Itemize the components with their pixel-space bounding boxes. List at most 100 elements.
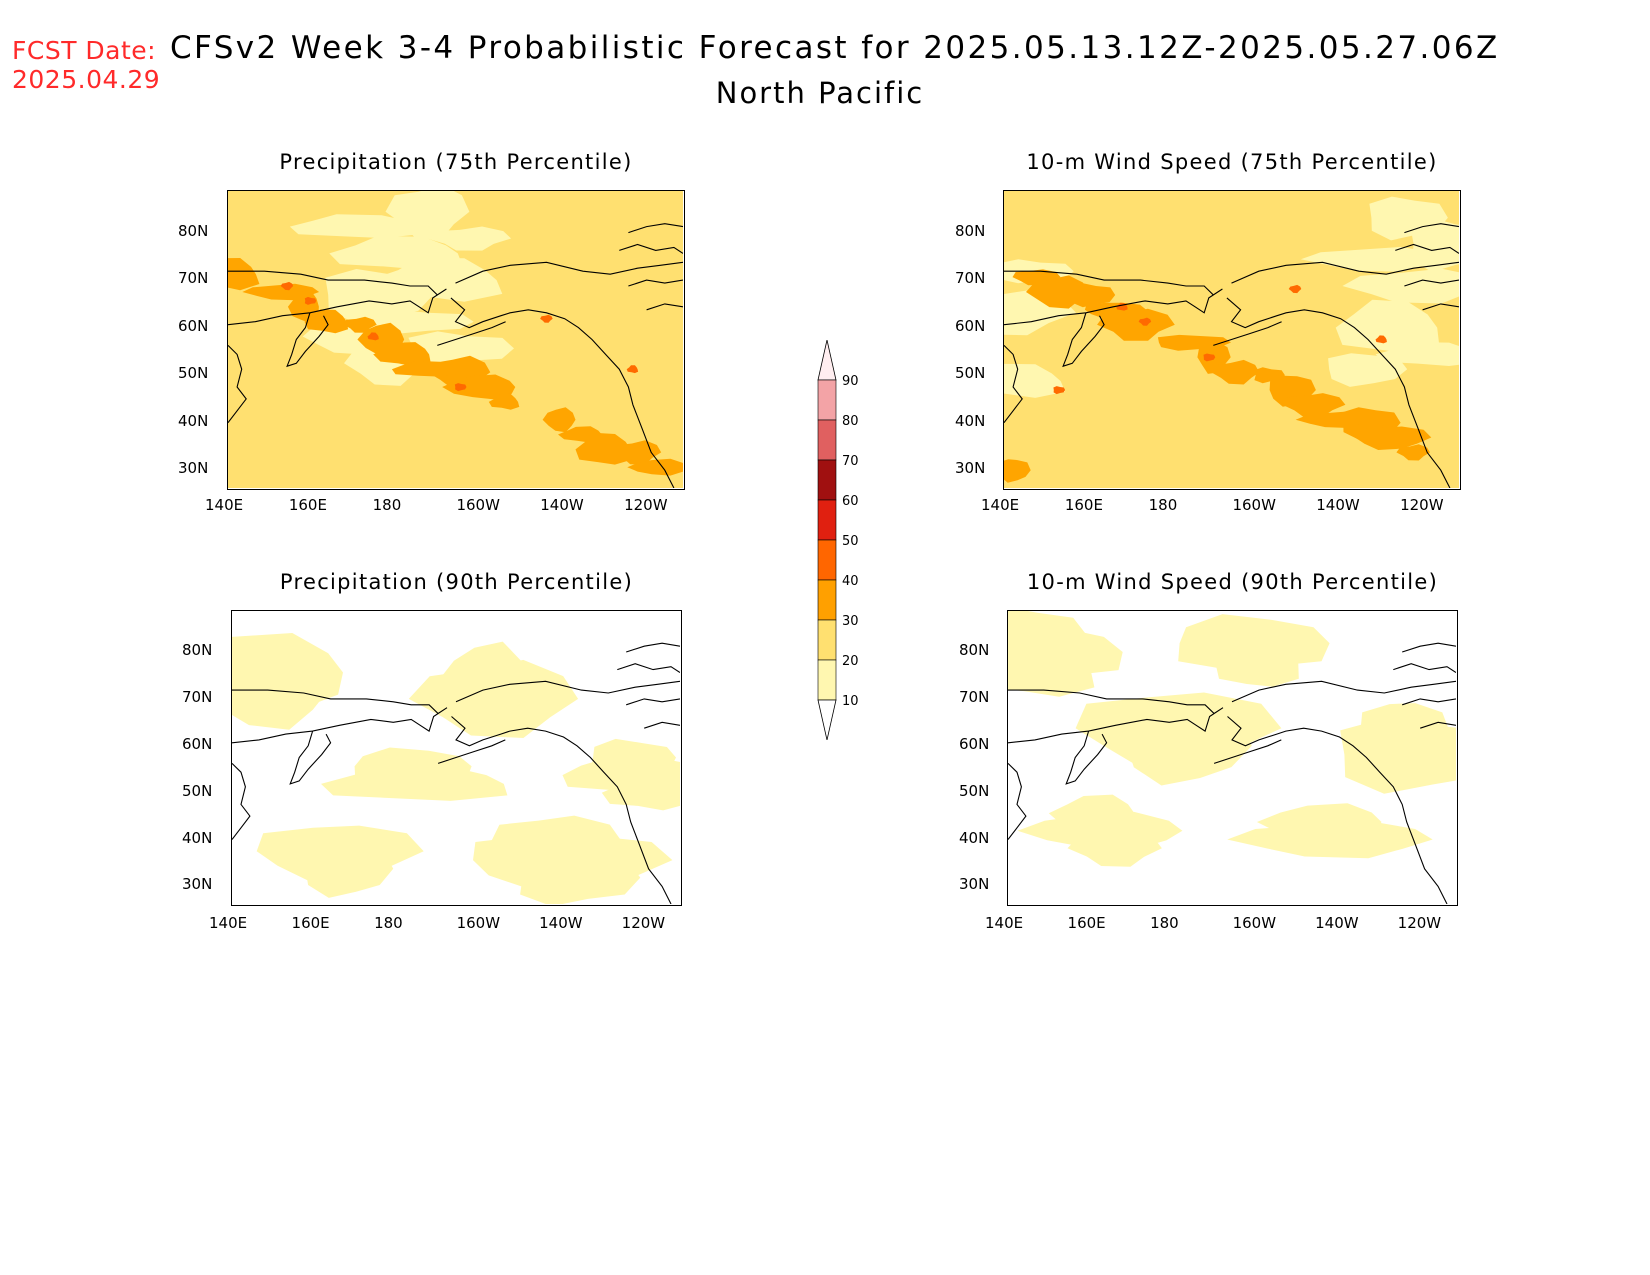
- lat-tick-label: 30N: [178, 459, 209, 478]
- contour-40-50: [1138, 317, 1152, 326]
- lon-tick-label: 140W: [1315, 914, 1359, 932]
- colorbar-label: 40: [842, 574, 859, 589]
- colorbar-segment: [817, 419, 837, 461]
- coastline: [455, 261, 683, 284]
- colorbar-label: 80: [842, 414, 859, 429]
- coastline: [232, 763, 251, 840]
- contour-10-20: [354, 747, 472, 783]
- coastline: [1404, 223, 1459, 234]
- contour-10-20: [1075, 692, 1282, 768]
- contour-10-20: [329, 236, 462, 270]
- lon-tick-label: 140E: [985, 914, 1024, 932]
- lat-tick-label: 60N: [182, 734, 213, 753]
- contour-30-40: [627, 458, 683, 476]
- coastline: [1227, 716, 1448, 904]
- contour-10-20: [1178, 614, 1330, 670]
- contour-10-20: [408, 331, 514, 366]
- lon-tick-label: 120W: [1397, 914, 1442, 932]
- colorbar-label: 10: [842, 694, 859, 709]
- coastline: [1231, 680, 1456, 703]
- lon-tick-label: 160E: [291, 914, 330, 932]
- contour-40-50: [1203, 353, 1216, 362]
- contour-10-20: [289, 214, 422, 238]
- coastline: [626, 642, 680, 653]
- coastline: [1393, 663, 1456, 673]
- lon-tick-label: 120W: [1400, 496, 1444, 514]
- coastline: [1422, 303, 1459, 311]
- coastline: [437, 739, 506, 764]
- contour-30-40: [343, 316, 377, 333]
- contour-40-50: [367, 332, 379, 341]
- coastline: [1004, 345, 1023, 424]
- colorbar-segment: [817, 499, 837, 541]
- lon-tick-label: 180: [1148, 496, 1178, 514]
- contour-30-40: [228, 258, 260, 291]
- coastline: [286, 312, 329, 368]
- coastline: [1395, 243, 1459, 254]
- panel-title: Precipitation (75th Percentile): [279, 150, 633, 174]
- coastline: [228, 270, 447, 326]
- contour-10-20: [1359, 703, 1452, 777]
- lat-tick-label: 40N: [182, 828, 213, 847]
- colorbar-segment: [817, 459, 837, 501]
- lon-tick-label: 180: [372, 496, 402, 514]
- contour-30-40: [391, 360, 461, 377]
- lat-tick-label: 80N: [178, 221, 209, 240]
- contour-10-20: [1256, 803, 1382, 841]
- contour-30-40: [488, 393, 520, 410]
- lon-tick-label: 140W: [540, 496, 584, 514]
- lon-tick-label: 160W: [1232, 914, 1277, 932]
- colorbar-segment: [817, 379, 837, 421]
- map-svg: [232, 611, 680, 904]
- contour-30-40: [1282, 393, 1346, 417]
- coastline: [1004, 270, 1223, 326]
- contour-40-50: [1288, 284, 1302, 294]
- fcst-date-value: 2025.04.29: [12, 65, 161, 94]
- contour-30-40: [1097, 308, 1175, 341]
- lat-tick-label: 50N: [178, 364, 209, 383]
- panel-title: Precipitation (90th Percentile): [279, 570, 634, 594]
- contour-10-20: [1048, 794, 1135, 832]
- contour-40-50: [540, 314, 553, 323]
- map-svg: [1008, 611, 1456, 904]
- coastline: [451, 716, 672, 904]
- lat-tick-label: 40N: [178, 411, 209, 430]
- contour-30-40: [1396, 444, 1430, 461]
- lat-tick-label: 60N: [178, 316, 209, 335]
- contour-10-20: [1342, 268, 1459, 304]
- region-title: North Pacific: [715, 76, 925, 110]
- contour-30-40: [1026, 275, 1089, 309]
- lon-tick-label: 140W: [539, 914, 583, 932]
- coastline: [617, 663, 680, 673]
- colorbar-segment: [817, 619, 837, 661]
- lat-tick-label: 70N: [959, 688, 990, 707]
- contour-10-20: [325, 269, 434, 323]
- lon-tick-label: 120W: [621, 914, 666, 932]
- contour-40-50: [1053, 386, 1066, 395]
- colorbar-segment: [817, 659, 837, 701]
- lat-tick-label: 70N: [182, 688, 213, 707]
- colorbar-svg: 90 80 70 60 50 40 30 20 10: [817, 339, 859, 741]
- lon-tick-label: 180: [1150, 914, 1179, 932]
- contour-40-50: [1375, 335, 1387, 344]
- contour-10-20: [1004, 363, 1066, 398]
- coastline: [1402, 698, 1456, 706]
- map-panel: [1007, 610, 1458, 906]
- coastline: [1008, 689, 1224, 744]
- coastline: [626, 698, 680, 706]
- lat-tick-label: 70N: [955, 269, 986, 288]
- contour-10-20: [427, 226, 512, 251]
- coastline: [289, 730, 332, 785]
- contour-10-20: [591, 738, 676, 775]
- lat-tick-label: 40N: [959, 828, 990, 847]
- colorbar-segment: [817, 539, 837, 581]
- fcst-label: FCST Date:: [12, 36, 157, 65]
- colorbar-label: 30: [842, 614, 859, 629]
- colorbar-label: 70: [842, 454, 859, 469]
- map-svg: [228, 191, 683, 488]
- coastline: [455, 680, 680, 703]
- contour-40-50: [454, 383, 467, 392]
- coastline: [450, 297, 675, 488]
- lat-tick-label: 50N: [955, 364, 986, 383]
- panel-title: 10-m Wind Speed (75th Percentile): [1026, 150, 1438, 174]
